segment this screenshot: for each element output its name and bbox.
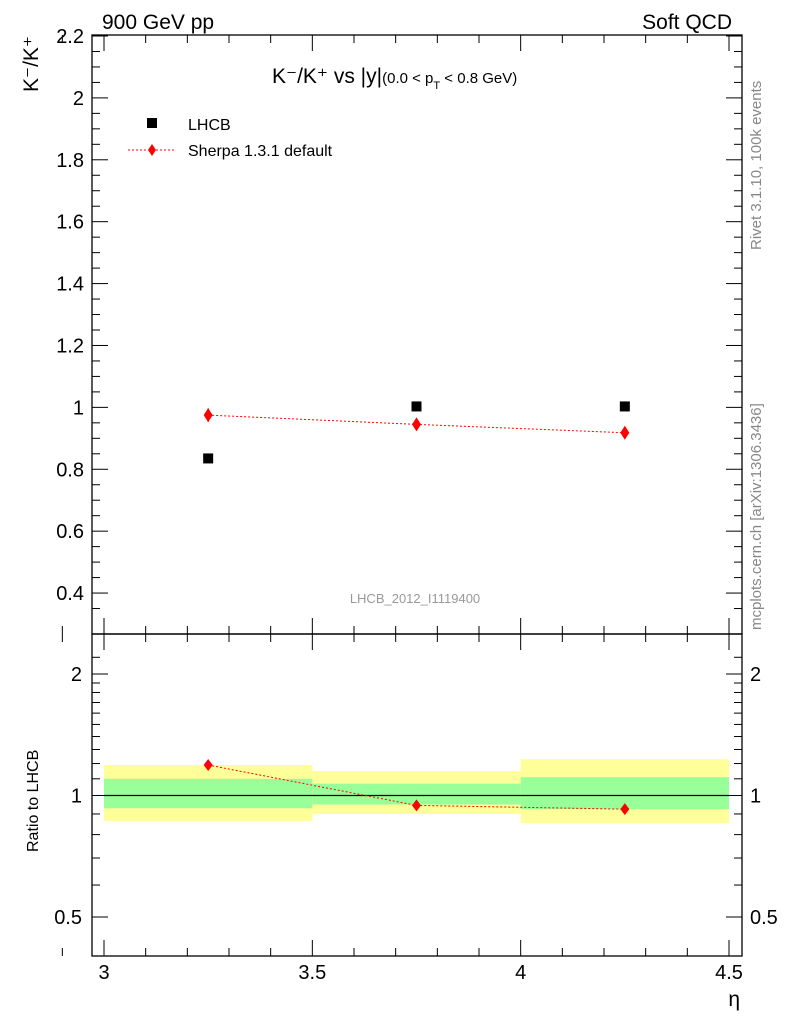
y-tick-label: 2: [73, 88, 84, 110]
legend-sherpa-marker: [148, 144, 156, 156]
main-plot-ticks: 0.4 0.6 0.8 1 1.2 1.4 1.6 1.8 2 2.2: [56, 26, 742, 634]
y-tick-label: 0.6: [56, 521, 84, 543]
x-axis-label: η: [728, 988, 740, 1011]
legend-sherpa-label: Sherpa 1.3.1 default: [188, 143, 333, 160]
ratio-axis-label: Ratio to LHCB: [25, 750, 42, 852]
legend: LHCB Sherpa 1.3.1 default: [128, 117, 333, 160]
ratio-point: [412, 799, 421, 812]
y-tick-label: 1.6: [56, 212, 84, 234]
uncertainty-band-green: [104, 778, 313, 809]
x-tick-label: 3: [98, 962, 109, 984]
lhcb-point: [619, 401, 630, 412]
sherpa-point: [412, 417, 421, 432]
ratio-y-tick-label-right: 1: [750, 786, 761, 808]
ratio-y-tick-label-right: 0.5: [750, 907, 778, 929]
lhcb-point: [203, 453, 214, 464]
y-tick-label: 2.2: [56, 26, 84, 48]
ratio-plot-ticks: 0.5 0.5 1 1 2 2 3 3.5 4 4.5: [54, 634, 778, 984]
y-axis-label: K⁻/K⁺: [20, 36, 43, 92]
y-tick-label: 1: [73, 397, 84, 419]
ratio-point: [203, 759, 213, 772]
y-tick-label: 1.8: [56, 150, 84, 172]
ratio-plot-area: [104, 759, 729, 823]
plot-title-range-end: < 0.8 GeV): [440, 70, 517, 87]
ratio-y-tick-label-left: 2: [71, 664, 82, 686]
ratio-y-tick-label-left: 0.5: [54, 907, 82, 929]
legend-lhcb-label: LHCB: [188, 117, 231, 134]
plot-title-main: K⁻/K⁺ vs |y|: [272, 65, 382, 88]
x-tick-label: 4: [515, 962, 526, 984]
rivet-label: Rivet 3.1.10, 100k events: [748, 81, 765, 250]
ratio-y-tick-label-right: 2: [750, 664, 761, 686]
plot-title-range-index: T: [433, 80, 440, 92]
main-plot-marks: [203, 401, 630, 464]
y-tick-label: 0.4: [56, 583, 84, 605]
y-tick-label: 0.8: [56, 459, 84, 481]
ratio-y-tick-label-left: 1: [71, 786, 82, 808]
x-tick-label: 3.5: [298, 962, 326, 984]
lhcb-point: [411, 401, 422, 412]
source-label: mcplots.cern.ch [arXiv:1306.3436]: [748, 403, 765, 630]
x-tick-label: 4.5: [715, 962, 743, 984]
ratio-plot-marks: [203, 759, 630, 816]
y-tick-label: 1.2: [56, 335, 84, 357]
plot-title: K⁻/K⁺ vs |y|(0.0 < pT < 0.8 GeV): [272, 65, 517, 92]
sherpa-point: [620, 425, 630, 440]
plot-title-range: (0.0 < p: [382, 70, 433, 87]
uncertainty-band-green: [312, 783, 521, 805]
y-tick-label: 1.4: [56, 274, 84, 296]
header-right: Soft QCD: [642, 11, 732, 34]
analysis-watermark: LHCB_2012_I1119400: [350, 591, 480, 606]
sherpa-point: [203, 408, 213, 423]
header-left: 900 GeV pp: [102, 11, 214, 34]
legend-lhcb-marker: [147, 118, 157, 128]
ratio-point: [620, 803, 630, 816]
